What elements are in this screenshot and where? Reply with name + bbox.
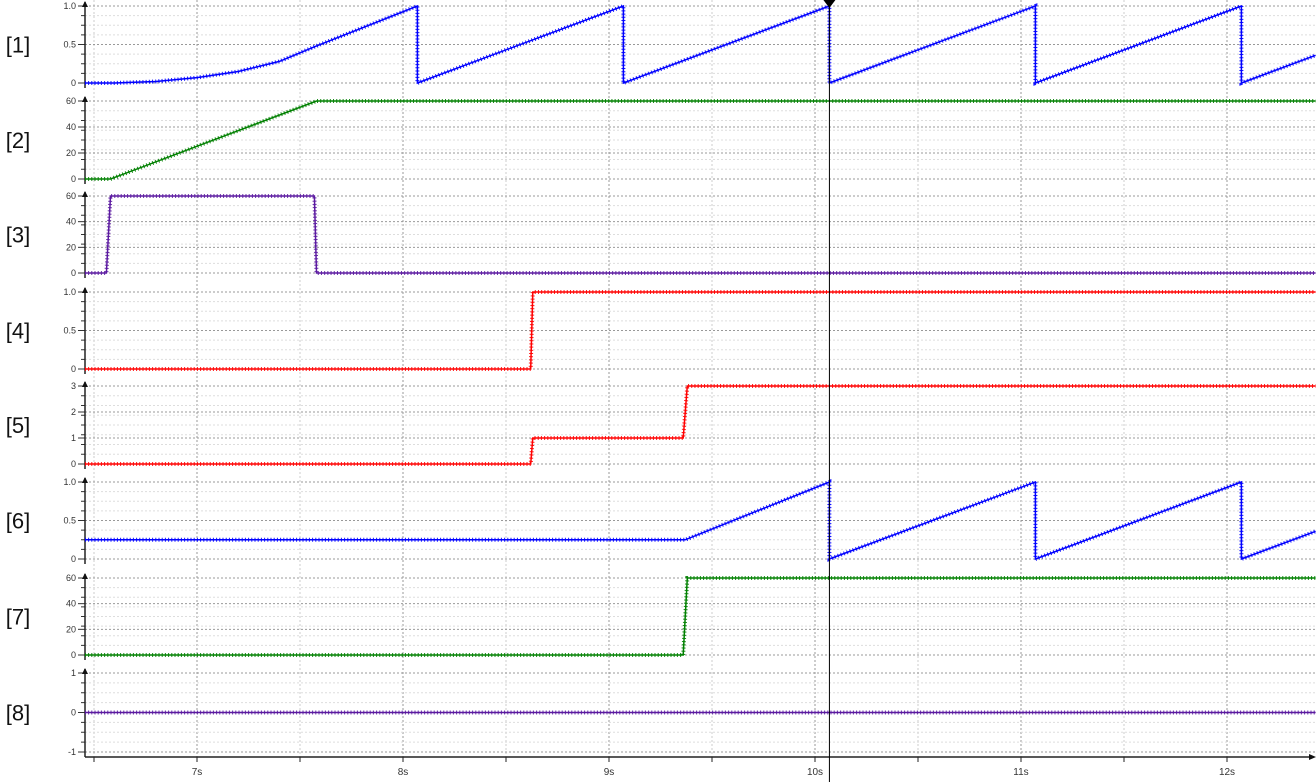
y-tick-label: 60 [66,191,76,201]
cursor-handle-icon[interactable] [823,0,836,8]
x-tick-label: 8s [398,767,409,778]
y-tick-label: 1 [71,668,76,678]
panel-label: [6] [6,509,30,534]
trace-markers-5 [84,384,1316,466]
y-axis-arrow-icon [82,287,88,293]
x-tick-label: 10s [807,767,823,778]
y-tick-label: 40 [66,122,76,132]
trace-panel-8: -1 0 1 [8] [6,668,1316,757]
y-axis-arrow-icon [82,1,88,7]
trace-line-2 [84,100,1316,180]
panel-label: [3] [6,223,30,248]
trace-panel-4: 0 0.5 1.0 [4] [6,287,1316,374]
trace-panel-6: 0 0.5 1.0 [6] [6,477,1316,564]
y-tick-label: 20 [66,242,76,252]
y-axis-arrow-icon [82,477,88,483]
y-tick-label: 0.5 [63,40,76,50]
y-tick-label: 20 [66,624,76,634]
x-tick-label: 7s [192,767,203,778]
y-tick-label: 0 [71,364,76,374]
trace-panel-7: 0 20 40 60 [7] [6,573,1316,660]
panel-label: [2] [6,128,30,153]
y-tick-label: 0 [71,554,76,564]
y-tick-label: 1.0 [63,287,76,297]
y-tick-label: 0 [71,650,76,660]
y-axis-arrow-icon [82,668,88,674]
y-axis-arrow-icon [82,191,88,197]
trace-panel-5: 0 1 2 3 [5] [6,381,1316,469]
trace-markers-7 [84,576,1316,657]
panel-label: [8] [6,701,30,726]
y-tick-label: 0 [71,708,76,718]
y-tick-label: 20 [66,148,76,158]
y-axis-arrow-icon [82,381,88,387]
y-tick-label: 60 [66,96,76,106]
y-tick-label: 0.5 [63,516,76,526]
y-tick-label: 3 [71,381,76,391]
y-tick-label: 1.0 [63,477,76,487]
y-tick-label: 1 [71,433,76,443]
y-tick-label: 40 [66,217,76,227]
trace-panel-3: 0 20 40 60 [3] [6,191,1316,278]
panel-label: [1] [6,33,30,58]
y-tick-label: 1.0 [63,1,76,11]
y-tick-label: 60 [66,573,76,583]
trace-line-3 [84,195,1316,274]
panel-label: [5] [6,413,30,438]
y-tick-label: 0.5 [63,326,76,336]
y-tick-label: 2 [71,407,76,417]
trace-panel-2: 0 20 40 60 [2] [6,96,1316,184]
x-axis-arrow-icon [1309,754,1316,760]
y-tick-label: 0 [71,268,76,278]
y-axis-arrow-icon [82,573,88,579]
panel-label: [4] [6,319,30,344]
y-tick-label: 40 [66,599,76,609]
x-tick-label: 9s [604,767,615,778]
x-tick-label: 12s [1219,767,1235,778]
trace-line-6 [84,480,1316,561]
y-axis-arrow-icon [82,96,88,102]
y-tick-label: -1 [68,747,76,757]
x-tick-label: 11s [1013,767,1028,778]
y-tick-label: 0 [71,78,76,88]
trace-panel-1: 0 0.5 1.0 [1] [6,1,1316,88]
y-tick-label: 0 [71,174,76,184]
panel-label: [7] [6,605,30,630]
trace-line-4 [84,291,1316,370]
y-tick-label: 0 [71,459,76,469]
trace-markers-1 [84,3,1316,86]
